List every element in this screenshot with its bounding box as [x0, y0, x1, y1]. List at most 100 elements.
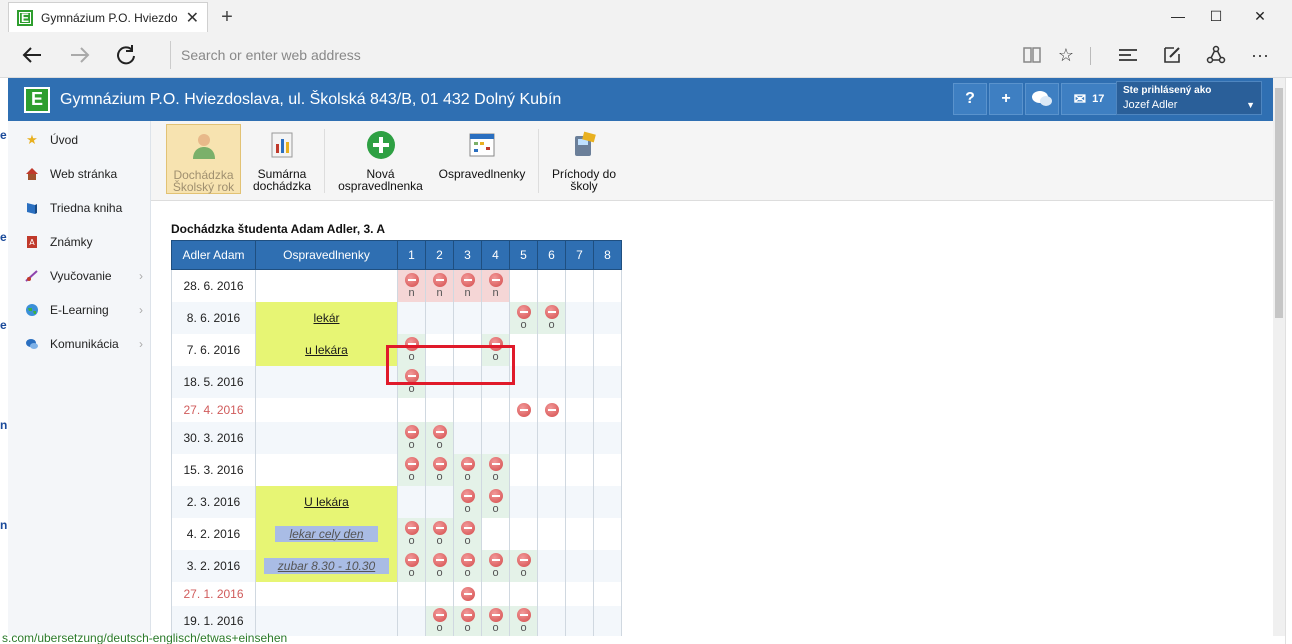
- absence-mark[interactable]: o: [398, 552, 425, 579]
- more-menu-icon[interactable]: ···: [1251, 44, 1269, 65]
- reading-view-icon[interactable]: [1016, 39, 1048, 71]
- excuse-link[interactable]: U lekára: [304, 494, 349, 509]
- edupage-logo-icon[interactable]: E: [24, 86, 50, 113]
- new-excuse-button[interactable]: Nová ospravedlnenka: [333, 124, 428, 194]
- lesson-cell[interactable]: o: [397, 421, 426, 454]
- refresh-icon[interactable]: [110, 39, 142, 71]
- lesson-cell[interactable]: o: [425, 549, 454, 582]
- lesson-cell[interactable]: o: [453, 485, 482, 518]
- lesson-cell[interactable]: n: [453, 269, 482, 302]
- excuses-button[interactable]: Ospravedlnenky: [434, 124, 530, 194]
- address-input[interactable]: [181, 47, 1010, 63]
- lesson-cell[interactable]: [453, 581, 482, 606]
- lesson-cell[interactable]: o: [453, 549, 482, 582]
- add-button[interactable]: +: [989, 83, 1023, 115]
- browser-tab[interactable]: E Gymnázium P.O. Hviezdo ✕: [8, 2, 208, 32]
- absence-mark[interactable]: [510, 402, 537, 417]
- help-button[interactable]: ?: [953, 83, 987, 115]
- excuse-link[interactable]: zubar 8.30 - 10.30: [263, 557, 390, 574]
- maximize-icon[interactable]: ☐: [1209, 7, 1223, 24]
- lesson-cell[interactable]: n: [397, 269, 426, 302]
- absence-mark[interactable]: o: [510, 608, 537, 634]
- absence-mark[interactable]: o: [398, 456, 425, 483]
- absence-mark[interactable]: [454, 586, 481, 601]
- lesson-cell[interactable]: o: [509, 549, 538, 582]
- lesson-cell[interactable]: o: [397, 365, 426, 398]
- lesson-cell[interactable]: o: [537, 301, 566, 334]
- lesson-cell[interactable]: o: [481, 485, 510, 518]
- lesson-cell[interactable]: n: [425, 269, 454, 302]
- sidebar-item-web-stranka[interactable]: Web stránka: [8, 159, 151, 189]
- absence-mark[interactable]: o: [426, 608, 453, 634]
- sidebar-item-komunikacia[interactable]: Komunikácia ›: [8, 329, 151, 359]
- minimize-icon[interactable]: —: [1171, 8, 1185, 24]
- summary-attendance-button[interactable]: Sumárna dochádzka: [247, 124, 317, 194]
- absence-mark[interactable]: o: [482, 608, 509, 634]
- excuse-link[interactable]: lekar cely den: [275, 525, 378, 542]
- page-scrollbar[interactable]: [1273, 78, 1285, 636]
- absence-mark[interactable]: o: [538, 304, 565, 331]
- absence-mark[interactable]: o: [454, 520, 481, 547]
- new-tab-icon[interactable]: +: [221, 5, 233, 28]
- lesson-cell[interactable]: o: [453, 605, 482, 636]
- absence-mark[interactable]: o: [398, 368, 425, 395]
- close-tab-icon[interactable]: ✕: [185, 9, 199, 27]
- lesson-cell[interactable]: o: [481, 453, 510, 486]
- lesson-cell[interactable]: [509, 397, 538, 422]
- address-bar[interactable]: [170, 41, 1010, 69]
- lesson-cell[interactable]: o: [425, 421, 454, 454]
- absence-mark[interactable]: o: [426, 424, 453, 451]
- user-menu[interactable]: Ste prihlásený ako Jozef Adler ▼: [1116, 81, 1262, 115]
- excuse-link[interactable]: u lekára: [305, 342, 348, 357]
- lesson-cell[interactable]: [537, 397, 566, 422]
- absence-mark[interactable]: o: [454, 456, 481, 483]
- messages-button[interactable]: ✉ 17: [1061, 83, 1117, 115]
- absence-mark[interactable]: o: [482, 488, 509, 515]
- share-icon[interactable]: [1200, 39, 1232, 71]
- sidebar-item-uvod[interactable]: ★ Úvod: [8, 125, 151, 155]
- lesson-cell[interactable]: n: [481, 269, 510, 302]
- absence-mark[interactable]: o: [398, 424, 425, 451]
- absence-mark[interactable]: o: [454, 608, 481, 634]
- absence-mark[interactable]: [538, 402, 565, 417]
- favorite-star-icon[interactable]: ☆: [1057, 44, 1075, 65]
- lesson-cell[interactable]: o: [481, 549, 510, 582]
- absence-mark[interactable]: o: [426, 456, 453, 483]
- absence-mark[interactable]: o: [426, 520, 453, 547]
- lesson-cell[interactable]: o: [397, 549, 426, 582]
- lesson-cell[interactable]: o: [425, 453, 454, 486]
- web-note-icon[interactable]: [1156, 39, 1188, 71]
- sidebar-item-triedna-kniha[interactable]: Triedna kniha: [8, 193, 151, 223]
- forward-arrow-icon[interactable]: [64, 39, 96, 71]
- lesson-cell[interactable]: o: [509, 301, 538, 334]
- lesson-cell[interactable]: o: [425, 517, 454, 550]
- school-arrivals-button[interactable]: Príchody do školy: [544, 124, 624, 194]
- lesson-cell[interactable]: o: [397, 333, 426, 366]
- absence-mark[interactable]: o: [510, 552, 537, 579]
- absence-mark[interactable]: n: [454, 272, 481, 299]
- scrollbar-thumb[interactable]: [1275, 88, 1283, 318]
- close-window-icon[interactable]: ✕: [1254, 7, 1266, 24]
- absence-mark[interactable]: o: [454, 552, 481, 579]
- lesson-cell[interactable]: o: [397, 453, 426, 486]
- lesson-cell[interactable]: o: [397, 517, 426, 550]
- absence-mark[interactable]: n: [482, 272, 509, 299]
- sidebar-item-vyucovanie[interactable]: Vyučovanie ›: [8, 261, 151, 291]
- lesson-cell[interactable]: o: [453, 517, 482, 550]
- absence-mark[interactable]: o: [398, 520, 425, 547]
- chat-bubbles-icon[interactable]: [1025, 83, 1059, 115]
- absence-mark[interactable]: o: [426, 552, 453, 579]
- sidebar-item-e-learning[interactable]: E-Learning ›: [8, 295, 151, 325]
- absence-mark[interactable]: o: [510, 304, 537, 331]
- absence-mark[interactable]: o: [482, 456, 509, 483]
- absence-mark[interactable]: o: [454, 488, 481, 515]
- absence-mark[interactable]: n: [426, 272, 453, 299]
- back-arrow-icon[interactable]: [16, 39, 48, 71]
- attendance-year-button[interactable]: Dochádzka Školský rok: [166, 124, 241, 194]
- absence-mark[interactable]: n: [398, 272, 425, 299]
- absence-mark[interactable]: o: [482, 552, 509, 579]
- hub-icon[interactable]: [1112, 39, 1144, 71]
- lesson-cell[interactable]: o: [453, 453, 482, 486]
- sidebar-item-znamky[interactable]: A Známky: [8, 227, 151, 257]
- excuse-link[interactable]: lekár: [313, 310, 340, 325]
